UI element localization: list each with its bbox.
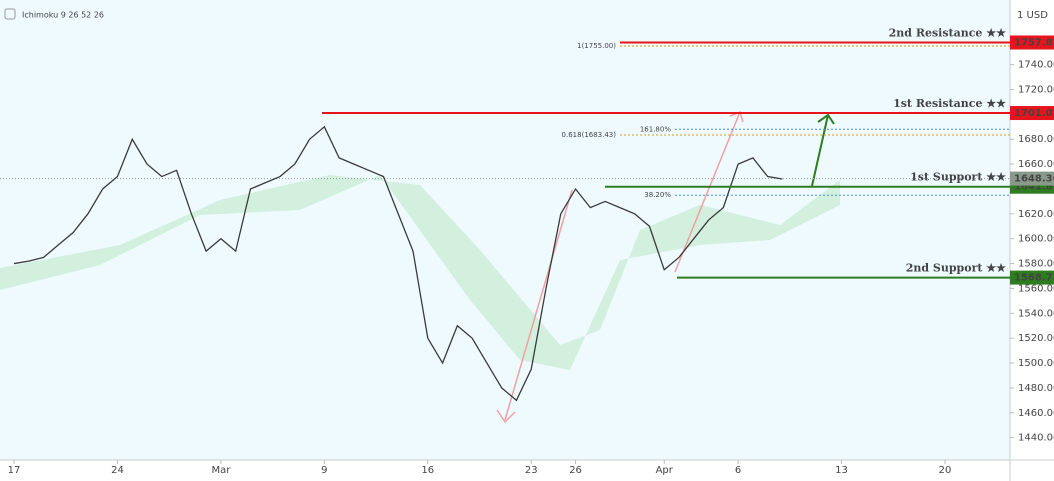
currency-label: 1 USD <box>1017 10 1048 21</box>
indicator-label: Ichimoku 9 26 52 26 <box>22 11 104 20</box>
x-tick-label: 26 <box>569 465 582 476</box>
level-name: 1st Resistance ★★ <box>893 97 1006 110</box>
level-name: 1st Support ★★ <box>910 171 1006 184</box>
x-tick-label: 9 <box>321 465 327 476</box>
current-price-box <box>1010 171 1054 186</box>
y-tick-label: 1740.00 <box>1018 60 1054 71</box>
level-price-label: 1641.82 <box>1014 182 1054 193</box>
x-tick-label: 20 <box>939 465 952 476</box>
arrows <box>496 110 835 424</box>
y-tick-label: 1720.00 <box>1018 85 1054 96</box>
x-tick-label: 23 <box>525 465 538 476</box>
y-tick-label: 1440.00 <box>1018 433 1054 444</box>
level-price-label: 1568.72 <box>1014 273 1054 284</box>
level-price-box <box>1010 35 1054 50</box>
y-tick-label: 1460.00 <box>1018 408 1054 419</box>
x-tick-label: 17 <box>8 465 21 476</box>
level-price-label: 1757.82 <box>1014 37 1054 48</box>
y-tick-label: 1660.00 <box>1018 159 1054 170</box>
ichimoku-cloud <box>0 175 840 370</box>
fib-label: 0.618(1683.43) <box>562 131 617 139</box>
fib-label: 38.20% <box>644 191 671 199</box>
y-tick-label: 1560.00 <box>1018 283 1054 294</box>
x-tick-label: 6 <box>735 465 741 476</box>
x-tick-label: Mar <box>211 465 231 476</box>
level-price-box <box>1010 106 1054 121</box>
level-price-box <box>1010 270 1054 285</box>
fib-label: 161.80% <box>640 125 671 133</box>
x-tick-label: 24 <box>111 465 124 476</box>
y-tick-label: 1600.00 <box>1018 234 1054 245</box>
current-price-label: 1648.36 <box>1014 174 1054 185</box>
x-tick-label: 16 <box>421 465 434 476</box>
y-tick-label: 1680.00 <box>1018 134 1054 145</box>
y-tick-label: 1540.00 <box>1018 308 1054 319</box>
level-name: 2nd Support ★★ <box>906 262 1006 275</box>
fib-label: 1(1755.00) <box>577 42 616 50</box>
y-tick-label: 1480.00 <box>1018 383 1054 394</box>
x-tick-label: 13 <box>835 465 848 476</box>
level-name: 2nd Resistance ★★ <box>889 26 1006 39</box>
collapse-button[interactable] <box>4 8 16 20</box>
price-line <box>13 125 783 402</box>
y-tick-label: 1500.00 <box>1018 358 1054 369</box>
y-tick-label: 1520.00 <box>1018 333 1054 344</box>
y-tick-label: 1580.00 <box>1018 259 1054 270</box>
y-tick-label: 1620.00 <box>1018 209 1054 220</box>
x-tick-label: Apr <box>656 465 674 476</box>
level-price-label: 1701.08 <box>1014 108 1054 119</box>
